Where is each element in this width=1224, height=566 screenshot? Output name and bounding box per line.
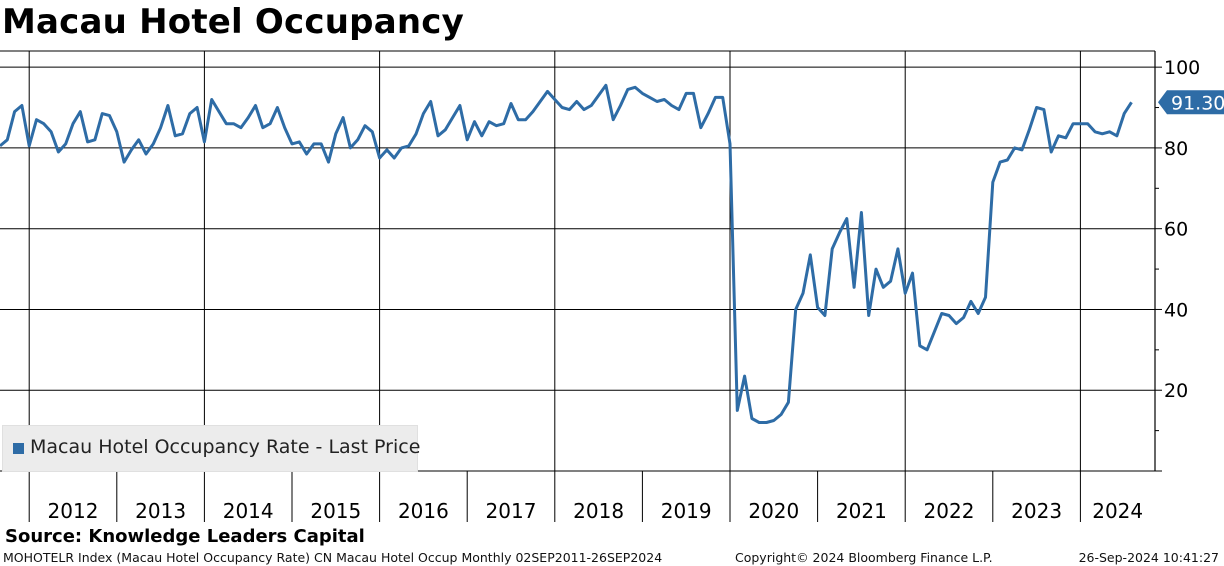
footer-timestamp: 26-Sep-2024 10:41:27 bbox=[1078, 550, 1219, 565]
x-tick-label: 2021 bbox=[836, 499, 887, 523]
x-tick-label: 2015 bbox=[310, 499, 361, 523]
x-axis: 2012 2013 2014 2015 2016 2017 2018 2019 2020 2021… bbox=[28, 471, 1143, 523]
page-title: Macau Hotel Occupancy bbox=[2, 2, 464, 42]
chart-axes bbox=[0, 50, 1156, 472]
x-tick-label: 2014 bbox=[223, 499, 274, 523]
chart-grid bbox=[0, 51, 1155, 471]
footer-details: MOHOTELR Index (Macau Hotel Occupancy Ra… bbox=[3, 550, 663, 565]
last-value-badge-shape bbox=[1158, 90, 1224, 115]
x-tick-label: 2013 bbox=[135, 499, 186, 523]
legend-swatch bbox=[13, 443, 24, 454]
x-tick-label: 2023 bbox=[1011, 499, 1062, 523]
last-value-label: 91.30 bbox=[1171, 92, 1224, 114]
y-tick-label: 100 bbox=[1164, 57, 1200, 79]
last-value-badge: 91.30 bbox=[1158, 90, 1224, 114]
series-line bbox=[0, 83, 1133, 424]
footer-copyright: Copyright© 2024 Bloomberg Finance L.P. bbox=[735, 550, 993, 565]
y-tick-label: 60 bbox=[1164, 219, 1188, 241]
legend: Macau Hotel Occupancy Rate - Last Price bbox=[2, 425, 421, 472]
x-tick-label: 2019 bbox=[661, 499, 712, 523]
x-tick-label: 2018 bbox=[573, 499, 624, 523]
x-tick-label: 2020 bbox=[748, 499, 799, 523]
source-note: Source: Knowledge Leaders Capital bbox=[5, 526, 365, 547]
y-tick-label: 80 bbox=[1164, 138, 1188, 160]
legend-label: Macau Hotel Occupancy Rate - Last Price bbox=[30, 436, 421, 458]
x-tick-label: 2024 bbox=[1092, 499, 1143, 523]
x-tick-label: 2016 bbox=[398, 499, 449, 523]
x-tick-label: 2012 bbox=[48, 499, 99, 523]
x-tick-label: 2022 bbox=[924, 499, 975, 523]
x-tick-label: 2017 bbox=[486, 499, 537, 523]
y-tick-label: 20 bbox=[1164, 380, 1188, 402]
y-tick-label: 40 bbox=[1164, 299, 1188, 321]
y-axis: 20 40 60 80 100 bbox=[1155, 57, 1200, 472]
